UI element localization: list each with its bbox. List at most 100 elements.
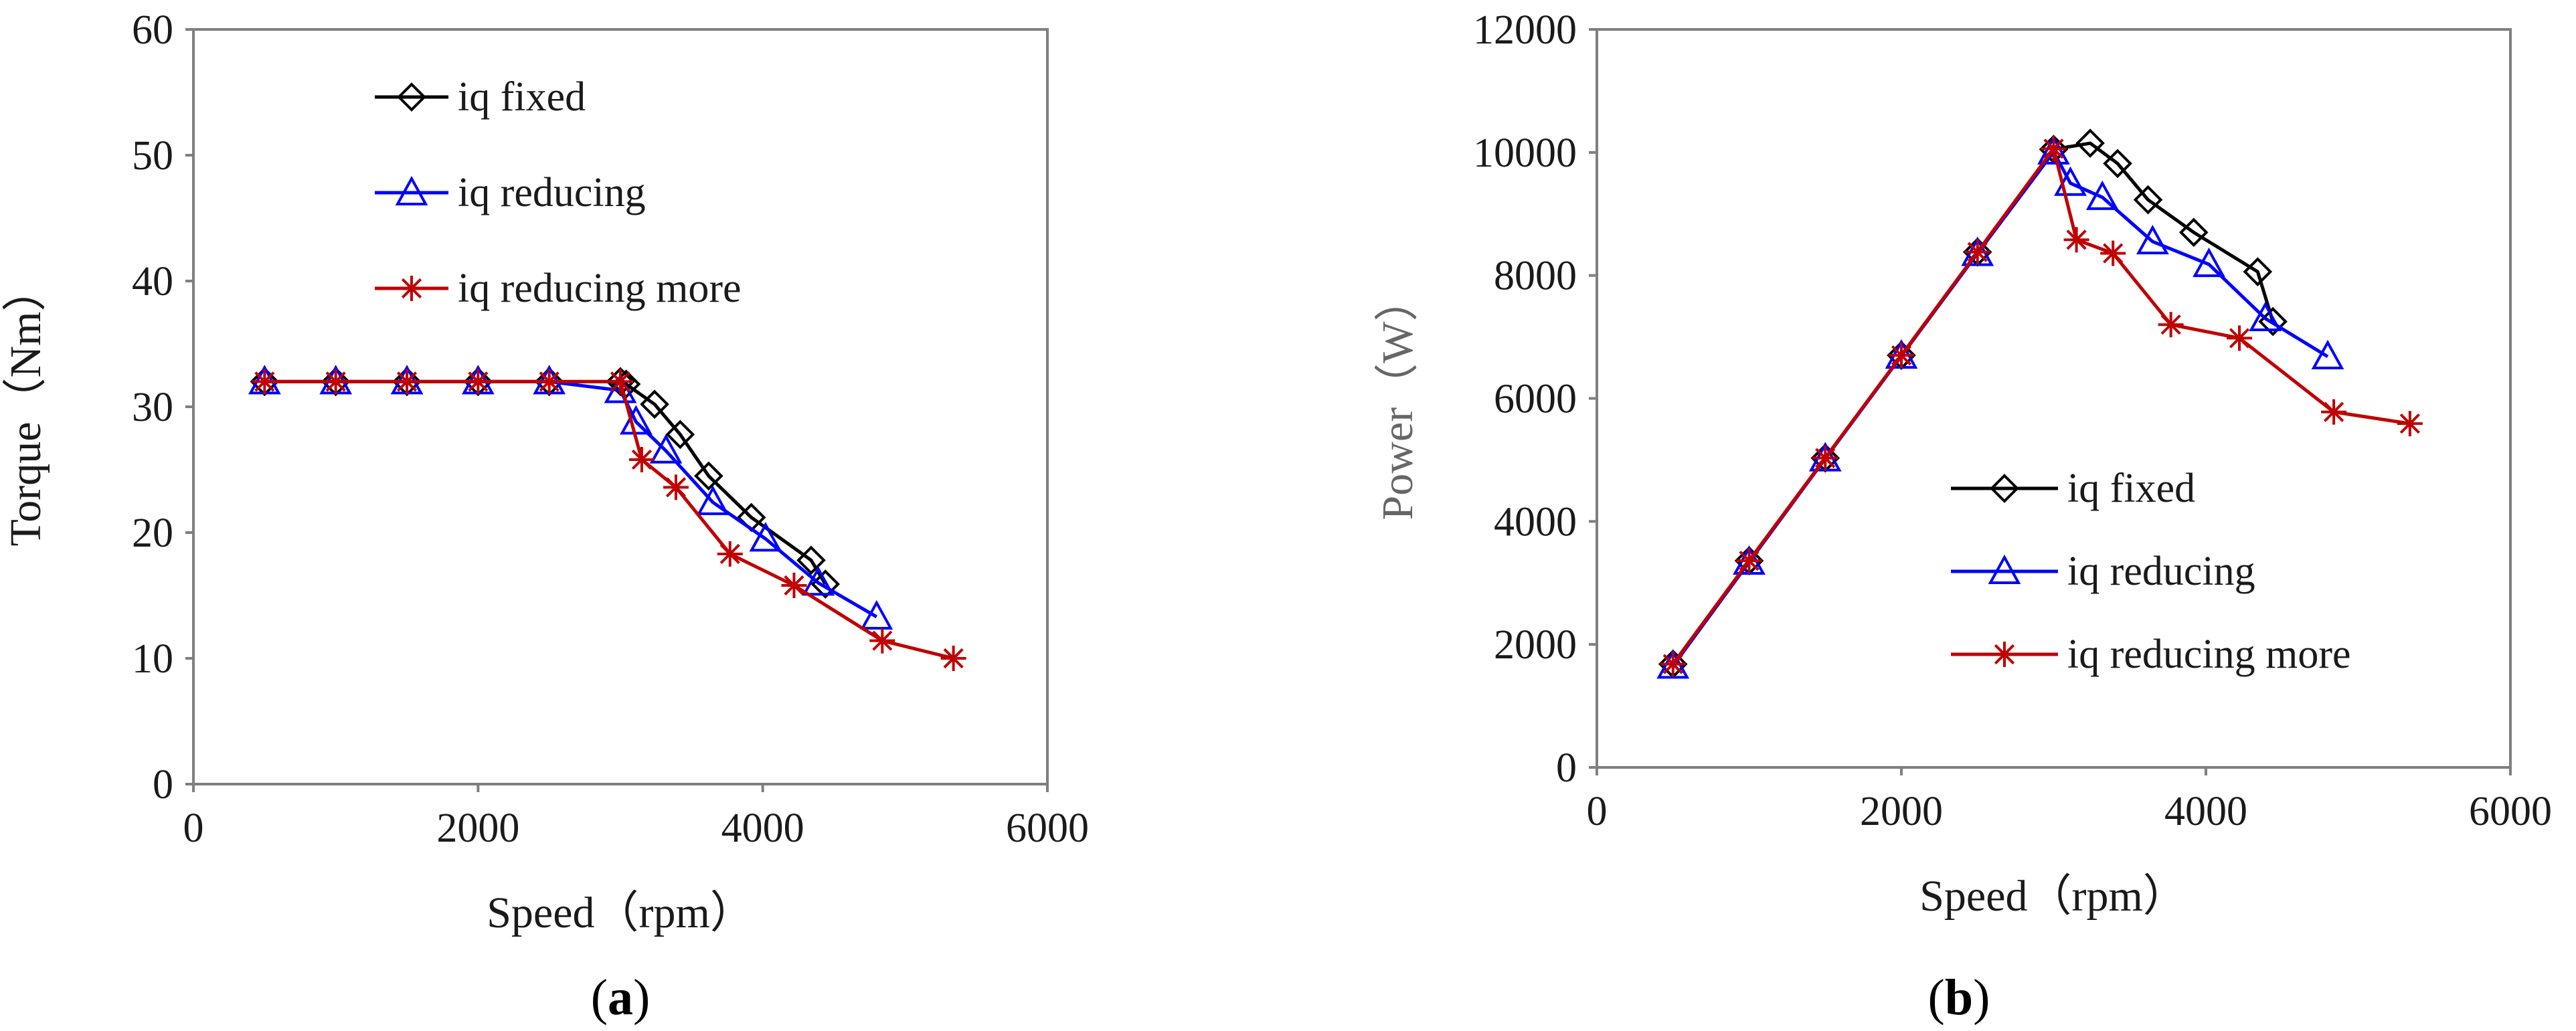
chart-b-y-tick-label: 2000 xyxy=(1494,622,1577,668)
chart-b-series-2-point xyxy=(2397,411,2423,437)
chart-b-series-2-point-stroke-d2 xyxy=(2066,229,2087,250)
chart-a-x-axis-title: Speed（rpm） xyxy=(487,888,754,937)
chart-a-y-tick-label: 40 xyxy=(132,259,173,304)
chart-b-x-tick-label: 2000 xyxy=(1860,789,1943,834)
chart-a-legend-2-marker-stroke-d2 xyxy=(401,278,422,299)
chart-b-series-0-point xyxy=(2133,185,2163,215)
chart-b-y-tick-label: 10000 xyxy=(1473,130,1577,176)
chart-a-y-tick-label: 20 xyxy=(132,510,173,556)
chart-a-legend-0-label: iq fixed xyxy=(458,74,586,120)
chart-a-series-2-point xyxy=(323,369,349,395)
chart-b-legend-2-marker-stroke-d2 xyxy=(1994,644,2015,665)
chart-a-legend-1-marker xyxy=(395,175,428,205)
chart-b-x-tick-label: 6000 xyxy=(2469,789,2552,834)
chart-a-series-0-point xyxy=(665,419,695,450)
chart-a-x-axis: 0 2000 4000 6000 xyxy=(183,784,1089,851)
chart-a-plot-frame xyxy=(192,28,1049,785)
chart-b-series-2-point-stroke-d2 xyxy=(2160,314,2181,335)
chart-a-x-tick-label: 4000 xyxy=(721,806,804,851)
chart-b-series-2-point xyxy=(2321,399,2347,425)
chart-a: 0 2000 4000 6000 0 10 20 30 40 50 60 Speed（rpm） T… xyxy=(1,7,1089,1026)
chart-b-y-axis: 0 2000 4000 6000 8000 10000 12000 xyxy=(1473,7,1597,791)
chart-a-series-layer xyxy=(248,365,966,671)
chart-b-legend-0-marker xyxy=(1990,474,2019,503)
chart-b-series-2-point xyxy=(2041,136,2067,162)
chart-b-legend: iq fixed iq reducing iq reducing more xyxy=(1951,466,2351,677)
chart-b-series-2-point-stroke-d2 xyxy=(1891,345,1912,366)
chart-a-series-1-point xyxy=(749,522,782,552)
chart-a-series-2-point-stroke-d2 xyxy=(539,371,560,392)
chart-a-legend-0-marker xyxy=(397,82,426,112)
chart-b-panel-label: (b) xyxy=(1928,969,1990,1026)
chart-a-x-tick-label: 0 xyxy=(183,806,204,851)
chart-a-series-2-point xyxy=(608,369,633,395)
chart-a-series-0-point xyxy=(694,461,723,491)
chart-a-y-tick-label: 30 xyxy=(132,385,173,430)
chart-b-series-2-point xyxy=(1736,548,1762,574)
chart-b-series-2-point xyxy=(2100,240,2126,266)
chart-b-y-tick-label: 6000 xyxy=(1494,377,1577,422)
chart-a-y-tick-label: 50 xyxy=(132,133,173,179)
chart-b-legend-2-marker xyxy=(1992,642,2017,667)
chart-b-series-1-point xyxy=(2249,301,2282,332)
chart-b-y-tick-label: 4000 xyxy=(1494,499,1577,545)
chart-a-series-1-point xyxy=(802,566,835,596)
chart-b: 0 2000 4000 6000 0 2000 4000 6000 8000 10000 1200… xyxy=(1373,7,2552,1026)
chart-b-legend-1-marker xyxy=(1988,554,2021,584)
chart-a-series-2-point-stroke-d2 xyxy=(610,371,631,392)
chart-b-series-0-point xyxy=(2075,128,2105,158)
chart-a-series-2-point-stroke-d2 xyxy=(396,371,418,392)
chart-a-series-2-point-stroke-d2 xyxy=(254,371,275,392)
chart-a-series-2-point xyxy=(628,446,655,472)
chart-a-series-2-point-stroke-d2 xyxy=(665,477,687,498)
chart-b-series-1-point xyxy=(2193,247,2225,278)
chart-a-y-tick-label: 60 xyxy=(132,7,173,53)
chart-b-y-axis-title: Power（W） xyxy=(1373,278,1422,521)
chart-a-series-2-point xyxy=(536,369,562,395)
chart-a-series-2-point-stroke-d2 xyxy=(631,449,652,470)
chart-b-legend-1-label: iq reducing xyxy=(2067,549,2255,594)
chart-a-legend: iq fixed iq reducing iq reducing more xyxy=(375,74,742,311)
chart-b-series-1-point xyxy=(2037,134,2070,165)
chart-a-series-2-point-stroke-d2 xyxy=(784,575,804,596)
chart-b-series-2-point-stroke-d2 xyxy=(2324,401,2344,422)
chart-a-series-1-point xyxy=(696,485,729,515)
chart-b-series-0-point xyxy=(2243,257,2273,286)
chart-a-series-2-point-stroke-d2 xyxy=(719,543,740,565)
chart-b-y-tick-label: 0 xyxy=(1556,745,1577,791)
chart-a-panel-label-letter: a xyxy=(608,969,633,1026)
chart-a-series-2-point-stroke-d2 xyxy=(943,648,964,669)
chart-a-panel-label: (a) xyxy=(591,969,651,1026)
chart-b-series-2-point-stroke-d2 xyxy=(1815,448,1836,468)
chart-b-series-2-point xyxy=(1812,445,1838,471)
chart-b-panel-label-open: ( xyxy=(1928,969,1945,1026)
chart-b-x-tick-label: 4000 xyxy=(2164,789,2247,834)
chart-b-y-tick-label: 12000 xyxy=(1473,7,1577,53)
chart-b-panel-label-close: ) xyxy=(1973,969,1990,1026)
chart-b-series-2-point-stroke-d2 xyxy=(2229,328,2250,349)
chart-a-series-2-point xyxy=(663,474,689,500)
chart-a-series-2-point xyxy=(940,646,966,671)
chart-a-x-tick-label: 2000 xyxy=(436,806,519,851)
chart-a-series-2-point-stroke-d2 xyxy=(872,630,893,651)
chart-b-series-2-line xyxy=(1671,147,2411,666)
chart-b-series-1-point xyxy=(2311,339,2344,369)
chart-a-x-tick-label: 6000 xyxy=(1006,806,1089,851)
chart-b-series-2-point xyxy=(1964,239,1990,265)
chart-a-y-axis-title: Torque（Nm） xyxy=(1,268,50,547)
chart-a-series-2-point xyxy=(781,572,807,598)
chart-b-legend-2-label: iq reducing more xyxy=(2067,632,2351,677)
chart-b-series-1-point xyxy=(2136,224,2169,255)
chart-a-series-2-point xyxy=(394,369,420,395)
chart-a-y-axis: 0 10 20 30 40 50 60 xyxy=(132,7,193,808)
chart-b-series-2-point-stroke-d2 xyxy=(2399,413,2420,434)
chart-a-series-0-point xyxy=(640,389,669,419)
chart-b-panel-label-letter: b xyxy=(1945,969,1973,1026)
chart-b-series-layer xyxy=(1656,128,2423,679)
chart-a-series-0-point xyxy=(796,545,826,575)
chart-b-series-0-point xyxy=(2178,217,2209,248)
chart-a-series-2-point xyxy=(252,369,278,395)
chart-a-y-tick-label: 0 xyxy=(153,762,173,808)
chart-b-series-2-point-stroke-d2 xyxy=(1662,654,1683,674)
chart-b-series-2-point xyxy=(2158,312,2184,338)
